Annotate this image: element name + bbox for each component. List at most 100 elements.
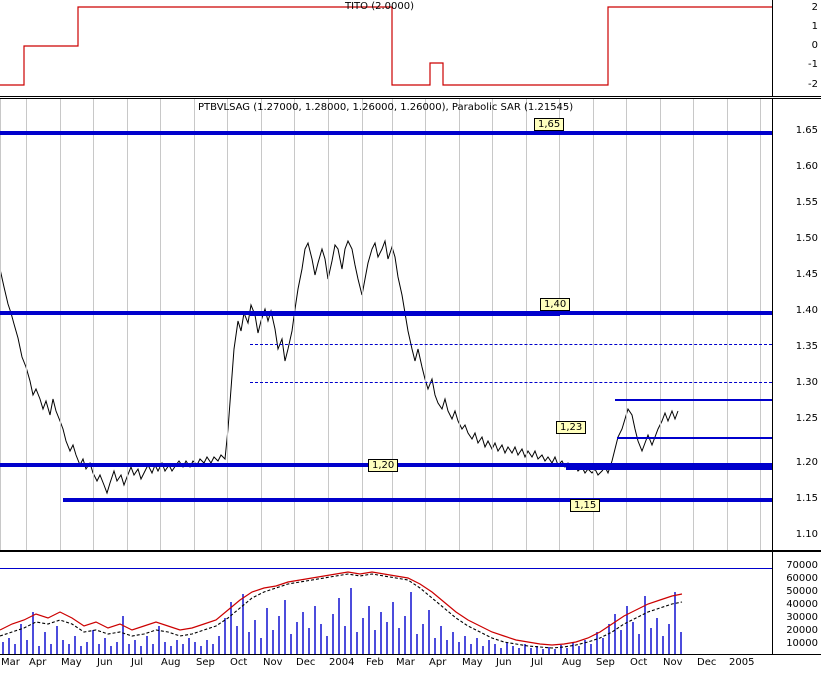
x-tick-label: Mar <box>1 657 20 668</box>
x-tick-label: 2004 <box>329 657 355 668</box>
indicator-ytick: 0 <box>811 40 818 51</box>
price-series-svg <box>0 239 679 495</box>
x-tick-label: Oct <box>230 657 248 668</box>
level-line-140 <box>0 311 772 315</box>
price-ytick: 1.25 <box>795 413 818 424</box>
level-line-115 <box>63 498 772 502</box>
volume-ytick: 30000 <box>786 612 818 623</box>
volume-ytick: 60000 <box>786 573 818 584</box>
level-line-123 <box>617 437 772 439</box>
tito-series-svg <box>0 6 772 86</box>
volume-ytick: 20000 <box>786 625 818 636</box>
volume-ytick: 40000 <box>786 599 818 610</box>
grid-line <box>261 99 262 550</box>
grid-line <box>26 99 27 550</box>
indicator-plot-area: TITO (2.0000) <box>0 0 772 96</box>
volume-pane: 70000 60000 50000 40000 30000 20000 1000… <box>0 551 821 655</box>
grid-line <box>660 99 661 550</box>
grid-line <box>492 99 493 550</box>
price-tag-120: 1,20 <box>368 459 399 472</box>
x-tick-label: Sep <box>596 657 615 668</box>
volume-ytick: 50000 <box>786 586 818 597</box>
x-tick-label: May <box>462 657 483 668</box>
indicator-ytick: 1 <box>811 21 818 32</box>
price-ytick: 1.30 <box>795 377 818 388</box>
x-tick-label: May <box>61 657 82 668</box>
x-tick-label: Nov <box>663 657 683 668</box>
volume-ytick: 70000 <box>786 560 818 571</box>
grid-line <box>328 99 329 550</box>
volume-level-line <box>0 568 772 569</box>
x-tick-label: Oct <box>630 657 648 668</box>
volume-series-svg <box>0 571 683 654</box>
price-y-axis: 1.65 1.60 1.55 1.50 1.45 1.40 1.35 1.30 … <box>772 99 821 550</box>
volume-plot-area <box>0 552 772 654</box>
price-ytick: 1.40 <box>795 305 818 316</box>
price-tag-115: 1,15 <box>570 499 601 512</box>
price-ytick: 1.15 <box>795 493 818 504</box>
x-tick-label: Apr <box>429 657 447 668</box>
level-line-120b <box>566 466 772 470</box>
grid-line <box>559 99 560 550</box>
grid-line <box>459 99 460 550</box>
grid-line <box>93 99 94 550</box>
x-tick-label: Jul <box>531 657 544 668</box>
grid-line <box>593 99 594 550</box>
grid-line <box>727 99 728 550</box>
grid-line <box>392 99 393 550</box>
grid-line <box>425 99 426 550</box>
price-pane: PTBVLSAG (1.27000, 1.28000, 1.26000, 1.2… <box>0 98 821 551</box>
grid-line <box>60 99 61 550</box>
price-ytick: 1.45 <box>795 269 818 280</box>
price-tag-165: 1,65 <box>534 118 565 131</box>
x-tick-label: Apr <box>29 657 47 668</box>
price-tag-140: 1,40 <box>540 298 571 311</box>
price-tag-123: 1,23 <box>556 421 587 434</box>
price-title: PTBVLSAG (1.27000, 1.28000, 1.26000, 1.2… <box>198 102 574 113</box>
indicator-pane-tito: TITO (2.0000) 2 1 0 -1 -2 <box>0 0 821 97</box>
level-line-131 <box>250 382 772 383</box>
price-ytick: 1.20 <box>795 457 818 468</box>
price-ytick: 1.10 <box>795 529 818 540</box>
grid-line <box>294 99 295 550</box>
price-ytick: 1.50 <box>795 233 818 244</box>
x-tick-label: Dec <box>697 657 717 668</box>
x-tick-label: Jul <box>131 657 144 668</box>
x-tick-label: Feb <box>366 657 384 668</box>
x-tick-label: Jun <box>97 657 113 668</box>
indicator-ytick: -2 <box>808 79 818 90</box>
x-tick-label: 2005 <box>729 657 755 668</box>
x-tick-label: Aug <box>562 657 582 668</box>
indicator-y-axis: 2 1 0 -1 -2 <box>772 0 821 96</box>
level-line-128 <box>615 399 772 401</box>
grid-line <box>626 99 627 550</box>
level-line-165 <box>0 131 772 135</box>
grid-line <box>227 99 228 550</box>
grid-line <box>160 99 161 550</box>
indicator-title: TITO (2.0000) <box>345 1 415 12</box>
x-tick-label: Dec <box>296 657 316 668</box>
x-tick-label: Jun <box>496 657 512 668</box>
x-tick-label: Aug <box>161 657 181 668</box>
price-ytick: 1.60 <box>795 161 818 172</box>
x-axis: Mar Apr May Jun Jul Aug Sep Oct Nov Dec … <box>0 655 772 675</box>
price-ytick: 1.65 <box>795 125 818 136</box>
grid-line <box>0 99 1 550</box>
grid-line <box>362 99 363 550</box>
price-ytick: 1.35 <box>795 341 818 352</box>
volume-y-axis: 70000 60000 50000 40000 30000 20000 1000… <box>772 552 821 654</box>
grid-line <box>526 99 527 550</box>
grid-line <box>693 99 694 550</box>
grid-line <box>127 99 128 550</box>
grid-line <box>760 99 761 550</box>
indicator-ytick: -1 <box>808 59 818 70</box>
price-plot-area: PTBVLSAG (1.27000, 1.28000, 1.26000, 1.2… <box>0 99 772 550</box>
volume-ytick: 10000 <box>786 638 818 649</box>
level-line-1365 <box>250 344 772 345</box>
x-tick-label: Nov <box>263 657 283 668</box>
grid-line <box>194 99 195 550</box>
x-tick-label: Mar <box>396 657 415 668</box>
level-line-140-left <box>250 314 560 316</box>
x-tick-label: Sep <box>196 657 215 668</box>
